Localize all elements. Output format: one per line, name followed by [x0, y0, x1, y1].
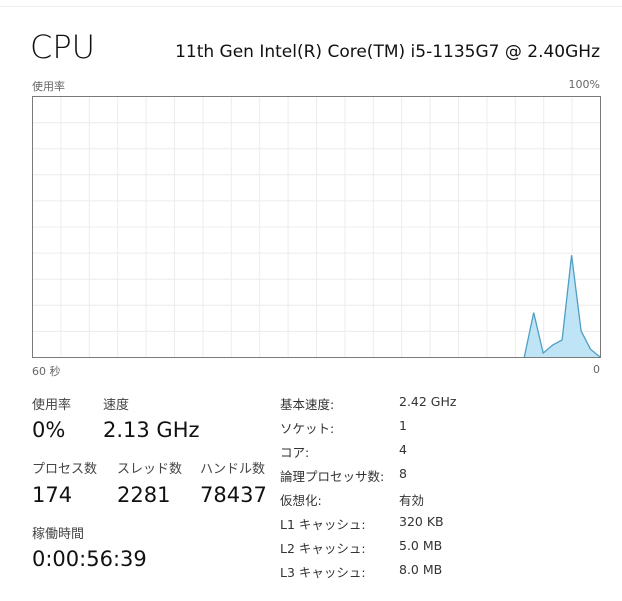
spec-value: 5.0 MB: [399, 538, 443, 553]
spec-value: 8: [399, 466, 407, 481]
spec-key: L3 キャッシュ:: [280, 565, 366, 580]
cpu-model: 11th Gen Intel(R) Core(TM) i5-1135G7 @ 2…: [175, 42, 600, 62]
cpu-usage-graph: [32, 96, 601, 358]
spec-value: 1: [399, 418, 407, 433]
processes-value: 174: [32, 483, 73, 507]
spec-value: 有効: [399, 493, 425, 508]
usage-value: 0%: [32, 418, 66, 442]
time-left-label: 60 秒: [32, 365, 61, 378]
spec-value: 2.42 GHz: [399, 394, 457, 409]
graph-max-label: 100%: [568, 78, 600, 91]
threads-value: 2281: [117, 483, 171, 507]
handles-value: 78437: [200, 483, 267, 507]
speed-value: 2.13 GHz: [103, 418, 200, 442]
spec-key: ソケット:: [280, 421, 335, 436]
time-right-label: 0: [593, 363, 600, 376]
spec-key: 基本速度:: [280, 397, 335, 412]
spec-value: 320 KB: [399, 514, 444, 529]
speed-label: 速度: [103, 398, 130, 413]
page-title: CPU: [30, 28, 96, 66]
graph-border: [32, 96, 601, 358]
top-divider: [0, 6, 622, 7]
spec-value: 8.0 MB: [399, 562, 443, 577]
threads-label: スレッド数: [117, 462, 183, 477]
uptime-label: 稼働時間: [32, 527, 85, 542]
handles-label: ハンドル数: [200, 462, 266, 477]
spec-key: 仮想化:: [280, 493, 322, 508]
graph-label: 使用率: [32, 80, 65, 93]
usage-area: [524, 255, 600, 357]
spec-key: L1 キャッシュ:: [280, 517, 366, 532]
spec-key: L2 キャッシュ:: [280, 541, 366, 556]
spec-key: 論理プロセッサ数:: [280, 469, 385, 484]
usage-label: 使用率: [32, 398, 72, 413]
uptime-value: 0:00:56:39: [32, 547, 147, 571]
processes-label: プロセス数: [32, 462, 98, 477]
spec-value: 4: [399, 442, 407, 457]
spec-key: コア:: [280, 445, 310, 460]
